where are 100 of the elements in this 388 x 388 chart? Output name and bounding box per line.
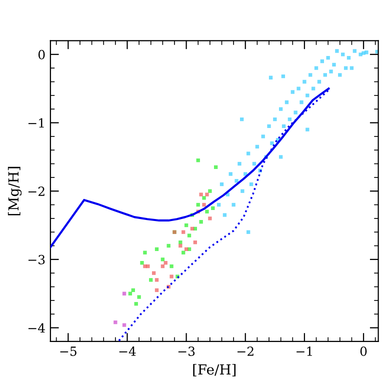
point xyxy=(140,261,144,265)
point xyxy=(199,192,203,196)
point xyxy=(346,56,351,60)
point xyxy=(170,264,174,268)
point xyxy=(208,216,212,220)
y-tick-label: −4 xyxy=(28,323,45,333)
point xyxy=(184,247,188,252)
point xyxy=(193,240,198,244)
y-axis-title: [Mg/H] xyxy=(8,166,22,216)
point xyxy=(149,278,153,282)
point xyxy=(143,250,147,254)
point xyxy=(240,117,244,122)
point xyxy=(131,288,135,292)
point xyxy=(326,56,330,60)
point xyxy=(178,244,182,248)
x-tick-label: −5 xyxy=(60,346,76,356)
point xyxy=(238,162,242,166)
x-tick-label: −4 xyxy=(119,346,136,356)
point xyxy=(134,302,138,306)
point xyxy=(362,51,366,55)
point xyxy=(261,134,265,138)
point xyxy=(154,288,159,292)
point xyxy=(344,66,348,70)
point xyxy=(267,124,271,128)
point xyxy=(196,158,200,162)
point xyxy=(211,206,215,210)
point xyxy=(190,226,194,231)
y-tick-label: −2 xyxy=(28,186,44,196)
point xyxy=(202,202,206,207)
point xyxy=(252,162,256,166)
point xyxy=(284,100,289,104)
point xyxy=(350,66,354,70)
point xyxy=(317,80,322,84)
point xyxy=(222,213,227,217)
point xyxy=(281,74,286,78)
point xyxy=(214,165,218,170)
point xyxy=(278,107,283,111)
point xyxy=(338,73,342,77)
point xyxy=(154,278,159,282)
point xyxy=(164,261,168,265)
point xyxy=(137,295,141,299)
point xyxy=(335,49,339,53)
point xyxy=(352,49,357,53)
point xyxy=(249,182,254,186)
point xyxy=(288,117,292,122)
point xyxy=(154,247,159,252)
point xyxy=(273,117,277,122)
point xyxy=(187,234,192,238)
y-tick-label: 0 xyxy=(38,50,45,60)
point xyxy=(170,274,174,278)
point xyxy=(146,264,150,268)
point xyxy=(216,202,221,207)
point xyxy=(152,271,156,275)
point xyxy=(166,244,170,248)
point xyxy=(278,155,283,159)
point xyxy=(314,66,318,70)
point xyxy=(296,86,300,90)
point xyxy=(205,192,209,196)
point xyxy=(234,179,238,183)
y-tick-label: −3 xyxy=(28,254,45,264)
x-tick-label: 0 xyxy=(360,346,367,356)
point xyxy=(160,264,165,268)
point xyxy=(228,172,232,176)
point xyxy=(268,76,273,80)
x-tick-label: −2 xyxy=(237,346,254,356)
point xyxy=(114,320,118,324)
point xyxy=(240,189,244,193)
point xyxy=(246,152,250,156)
x-tick-label: −3 xyxy=(178,346,195,356)
point xyxy=(128,292,132,296)
point xyxy=(122,292,126,296)
point xyxy=(122,323,126,327)
point xyxy=(270,141,274,146)
point xyxy=(202,196,206,200)
point xyxy=(306,94,310,98)
point xyxy=(182,230,186,234)
point xyxy=(220,182,224,186)
point xyxy=(306,128,310,132)
point xyxy=(199,220,203,224)
point xyxy=(232,202,236,207)
x-tick-label: −1 xyxy=(296,346,312,356)
point xyxy=(184,223,188,228)
point xyxy=(329,70,333,74)
x-axis-title: [Fe/H] xyxy=(193,364,236,376)
point xyxy=(311,86,316,90)
point xyxy=(320,59,324,64)
point xyxy=(196,202,200,207)
point xyxy=(294,110,298,114)
point xyxy=(364,50,368,54)
point xyxy=(182,250,186,254)
point xyxy=(341,52,345,56)
point xyxy=(282,124,286,128)
y-tick-label: −1 xyxy=(28,118,44,128)
point xyxy=(205,210,209,214)
point xyxy=(332,62,336,66)
point xyxy=(246,230,250,234)
point xyxy=(302,80,306,84)
point xyxy=(255,144,260,149)
point xyxy=(178,240,182,244)
point xyxy=(160,258,165,262)
